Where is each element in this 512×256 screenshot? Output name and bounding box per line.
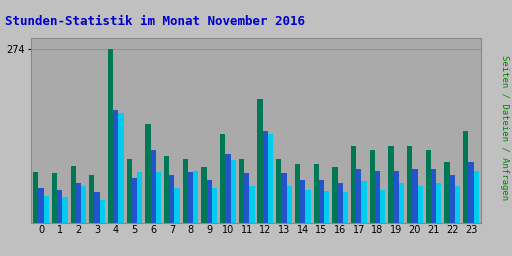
Bar <box>183 159 188 223</box>
Bar <box>71 166 76 223</box>
Bar <box>95 192 100 223</box>
Bar <box>89 175 95 223</box>
Bar <box>193 170 199 223</box>
Bar <box>463 131 468 223</box>
Text: Seiten / Dateien / Anfragen: Seiten / Dateien / Anfragen <box>500 56 509 200</box>
Bar <box>57 190 62 223</box>
Text: Stunden-Statistik im Monat November 2016: Stunden-Statistik im Monat November 2016 <box>5 15 305 28</box>
Bar <box>370 150 375 223</box>
Bar <box>263 131 268 223</box>
Bar <box>431 169 436 223</box>
Bar <box>225 154 230 223</box>
Bar <box>407 146 412 223</box>
Bar <box>33 172 38 223</box>
Bar <box>444 162 450 223</box>
Bar <box>276 159 282 223</box>
Bar <box>300 179 305 223</box>
Bar <box>137 172 142 223</box>
Bar <box>201 167 207 223</box>
Bar <box>351 146 356 223</box>
Bar <box>375 170 380 223</box>
Bar <box>258 99 263 223</box>
Bar <box>108 49 113 223</box>
Bar <box>81 186 86 223</box>
Bar <box>52 173 57 223</box>
Bar <box>145 124 151 223</box>
Bar <box>164 156 169 223</box>
Bar <box>282 173 287 223</box>
Bar <box>239 159 244 223</box>
Bar <box>76 183 81 223</box>
Bar <box>343 192 348 223</box>
Bar <box>244 173 249 223</box>
Bar <box>118 113 123 223</box>
Bar <box>305 190 311 223</box>
Bar <box>337 183 343 223</box>
Bar <box>319 179 324 223</box>
Bar <box>212 188 217 223</box>
Bar <box>38 188 44 223</box>
Bar <box>426 150 431 223</box>
Bar <box>450 175 455 223</box>
Bar <box>230 161 236 223</box>
Bar <box>113 110 118 223</box>
Bar <box>295 164 300 223</box>
Bar <box>417 186 423 223</box>
Bar <box>156 172 161 223</box>
Bar <box>468 162 474 223</box>
Bar <box>220 134 225 223</box>
Bar <box>100 200 105 223</box>
Bar <box>356 169 361 223</box>
Bar <box>436 183 441 223</box>
Bar <box>394 170 399 223</box>
Bar <box>474 170 479 223</box>
Bar <box>412 169 417 223</box>
Bar <box>380 190 386 223</box>
Bar <box>268 134 273 223</box>
Bar <box>188 172 193 223</box>
Bar <box>287 186 292 223</box>
Bar <box>249 186 254 223</box>
Bar <box>126 159 132 223</box>
Bar <box>169 175 175 223</box>
Bar <box>324 191 329 223</box>
Bar <box>207 179 212 223</box>
Bar <box>332 167 337 223</box>
Bar <box>389 146 394 223</box>
Bar <box>313 164 319 223</box>
Bar <box>399 183 404 223</box>
Bar <box>62 197 68 223</box>
Bar <box>455 186 460 223</box>
Bar <box>361 182 367 223</box>
Bar <box>151 150 156 223</box>
Bar <box>175 188 180 223</box>
Bar <box>44 196 49 223</box>
Bar <box>132 178 137 223</box>
